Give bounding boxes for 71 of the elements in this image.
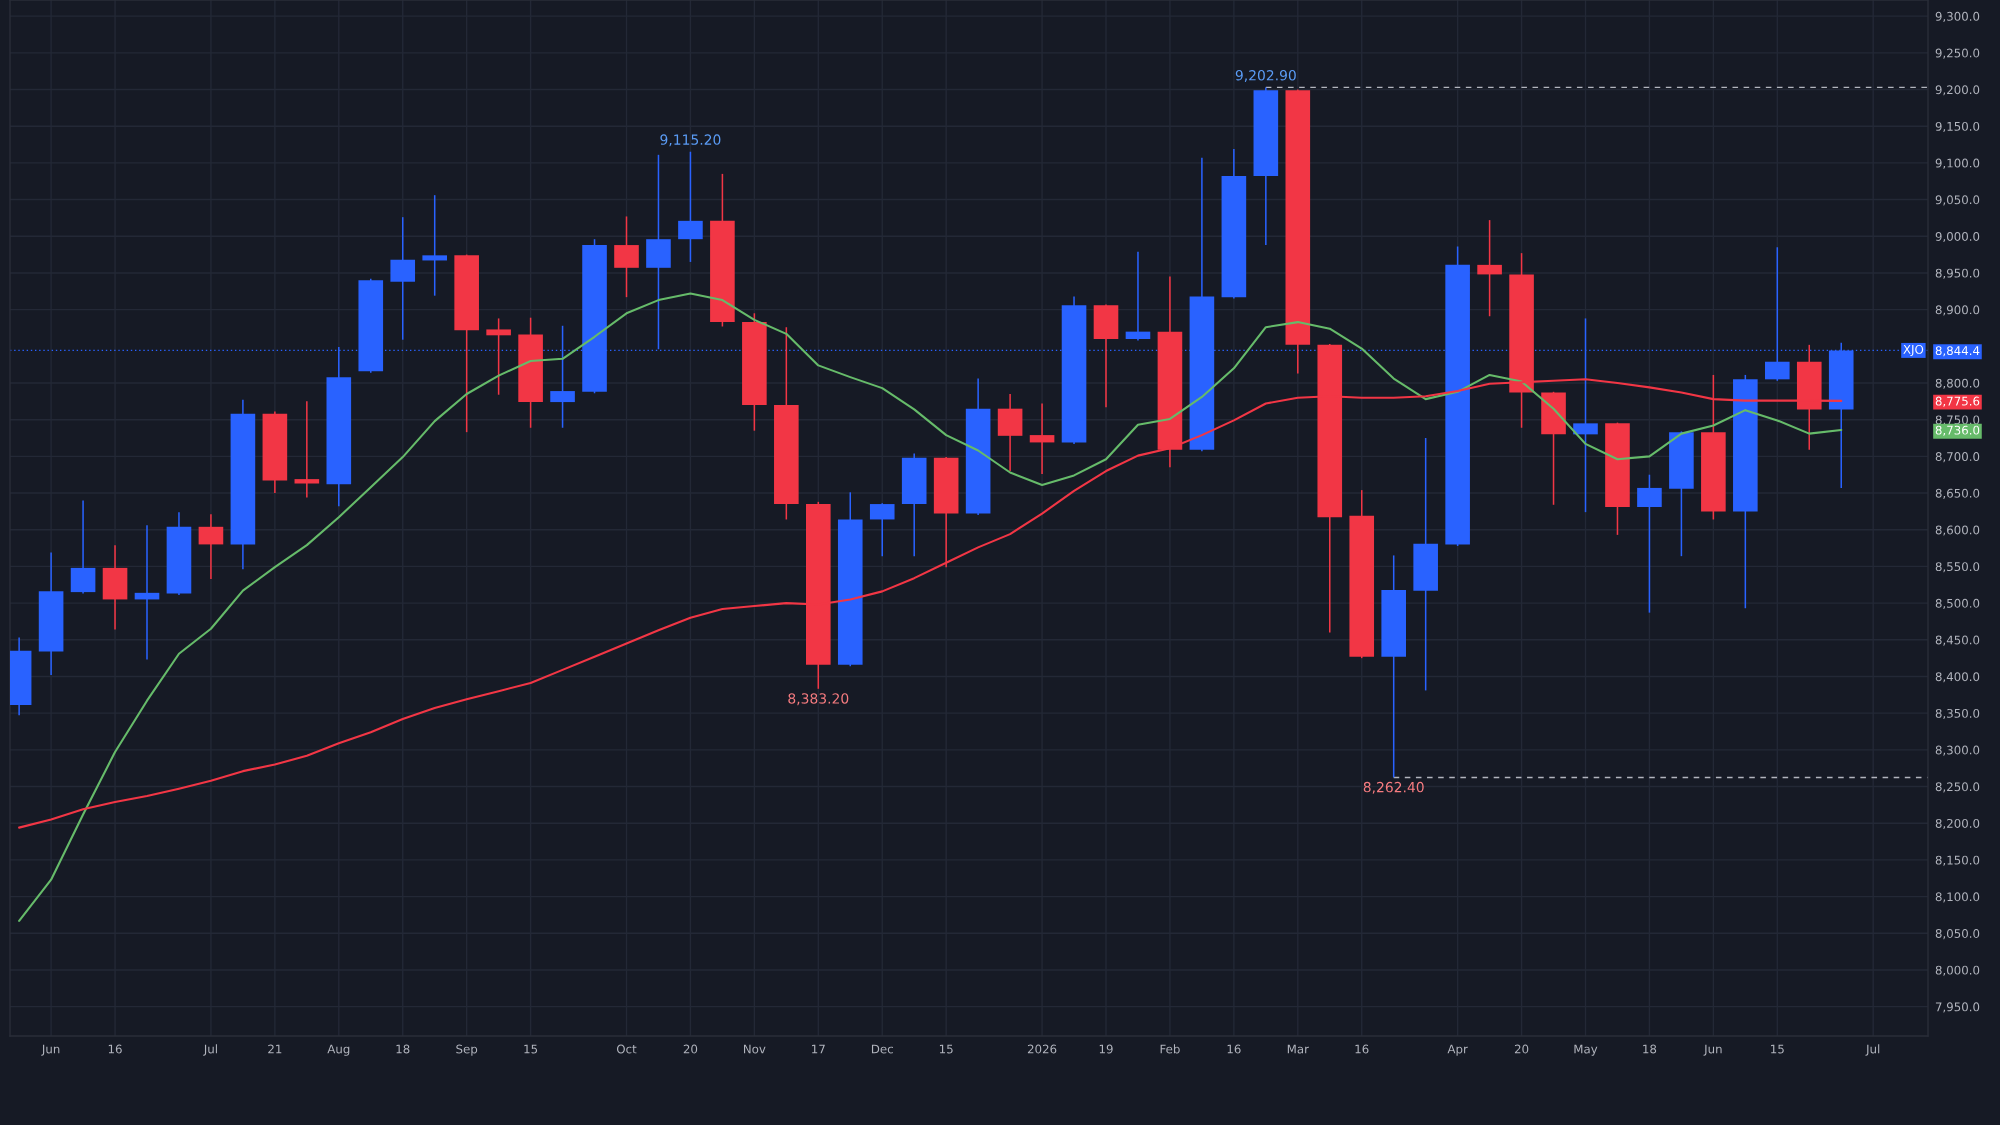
x-tick-label: 15	[1771, 1044, 1784, 1054]
x-tick-label: 20	[1514, 1044, 1529, 1054]
annotation: 8,383.20	[788, 693, 849, 706]
x-tick-label: 16	[1355, 1044, 1369, 1054]
x-tick-label: 18	[396, 1044, 410, 1054]
x-tick-label: Jun	[1703, 1044, 1722, 1056]
y-tick-label: 8,250.0	[1935, 782, 1980, 793]
x-tick-label: 21	[268, 1044, 282, 1054]
x-tick-label: Dec	[871, 1044, 893, 1054]
y-tick-label: 8,400.0	[1935, 672, 1980, 683]
y-tick-label: 8,750.0	[1935, 415, 1980, 426]
x-tick-label: Apr	[1447, 1044, 1468, 1056]
y-tick-label: 9,250.0	[1935, 48, 1980, 59]
x-tick-label: 16	[1227, 1044, 1241, 1054]
y-tick-label: 9,150.0	[1935, 121, 1980, 133]
y-tick-label: 8,900.0	[1935, 305, 1980, 316]
line-series	[18, 292, 1843, 922]
y-tick-label: 8,844.4	[1935, 346, 1980, 357]
candlestick	[1125, 250, 1151, 342]
y-tick-label: 8,550.0	[1935, 562, 1980, 573]
x-tick-label: 16	[108, 1044, 122, 1054]
y-tick-label: 8,736.0	[1935, 425, 1980, 436]
x-tick-label: Feb	[1160, 1044, 1180, 1054]
y-tick-label: 8,450.0	[1935, 635, 1980, 646]
x-tick-label: 20	[683, 1044, 698, 1054]
y-tick-label: 8,500.0	[1935, 598, 1980, 609]
annotation: 9,202.90	[1235, 70, 1296, 82]
y-tick-label: 8,650.0	[1935, 488, 1980, 499]
candlestick	[1029, 402, 1055, 475]
y-tick-label: 8,350.0	[1935, 708, 1980, 720]
y-tick-label: 8,100.0	[1935, 892, 1980, 903]
y-tick-label: 8,300.0	[1935, 745, 1980, 756]
x-tick-label: 15	[939, 1044, 953, 1054]
x-tick-label: 19	[1099, 1044, 1113, 1054]
y-tick-label: 8,800.0	[1935, 378, 1980, 389]
x-tick-label: Jul	[1865, 1044, 1880, 1056]
ref-line-label: XJO	[1903, 344, 1924, 357]
y-tick-label: 8,000.0	[1935, 965, 1980, 976]
y-tick-label: 8,600.0	[1935, 525, 1980, 536]
y-tick-label: 9,000.0	[1935, 231, 1980, 243]
y-tick-label: 7,950.0	[1935, 1002, 1980, 1013]
x-tick-label: 2026	[1027, 1044, 1057, 1054]
candlestick	[294, 400, 320, 499]
y-tick-label: 9,300.0	[1935, 11, 1980, 22]
y-tick-label: 8,200.0	[1935, 818, 1980, 830]
candlestick	[486, 317, 511, 396]
x-tick-label: Mar	[1287, 1044, 1309, 1054]
x-tick-label: Sep	[456, 1044, 478, 1056]
candlestick	[1764, 246, 1790, 382]
x-tick-label: Jun	[41, 1044, 60, 1056]
y-tick-label: 8,050.0	[1935, 929, 1980, 940]
x-tick-label: 18	[1643, 1044, 1657, 1054]
candlestick	[1477, 219, 1502, 317]
candlestick	[1573, 317, 1598, 513]
x-tick-label: Aug	[327, 1044, 350, 1056]
annotation: 9,115.20	[660, 134, 721, 147]
y-tick-label: 9,050.0	[1935, 195, 1980, 206]
y-tick-label: 8,150.0	[1935, 855, 1980, 866]
x-tick-label: 17	[812, 1044, 825, 1054]
y-tick-label: 8,775.6	[1935, 396, 1980, 407]
x-tick-label: May	[1574, 1044, 1598, 1056]
candlestick	[422, 194, 448, 297]
y-tick-label: 9,200.0	[1935, 85, 1980, 96]
annotation: 8,262.40	[1363, 781, 1424, 794]
y-tick-label: 8,700.0	[1935, 452, 1980, 463]
x-tick-label: Jul	[203, 1044, 217, 1056]
y-tick-label: 9,100.0	[1935, 158, 1980, 169]
x-tick-label: Nov	[744, 1044, 766, 1054]
y-tick-label: 8,950.0	[1935, 268, 1980, 279]
x-tick-label: 15	[524, 1044, 538, 1054]
x-tick-label: Oct	[616, 1044, 637, 1054]
